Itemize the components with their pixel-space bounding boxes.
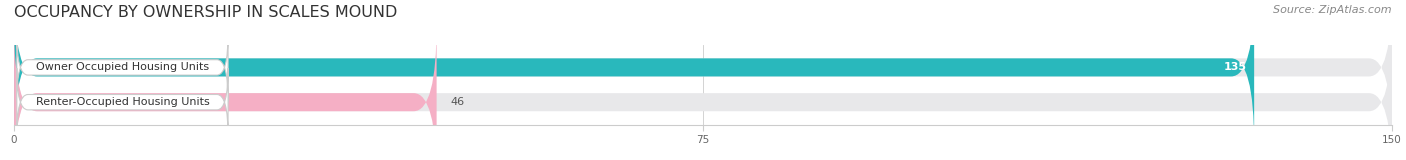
FancyBboxPatch shape xyxy=(17,33,228,101)
FancyBboxPatch shape xyxy=(17,68,228,136)
Text: 46: 46 xyxy=(450,97,464,107)
Text: Owner Occupied Housing Units: Owner Occupied Housing Units xyxy=(37,62,209,72)
FancyBboxPatch shape xyxy=(14,24,1392,160)
FancyBboxPatch shape xyxy=(14,24,437,160)
FancyBboxPatch shape xyxy=(14,0,1254,145)
Text: 135: 135 xyxy=(1223,62,1247,72)
Text: Source: ZipAtlas.com: Source: ZipAtlas.com xyxy=(1274,5,1392,15)
Text: Renter-Occupied Housing Units: Renter-Occupied Housing Units xyxy=(35,97,209,107)
FancyBboxPatch shape xyxy=(14,0,1392,145)
Text: OCCUPANCY BY OWNERSHIP IN SCALES MOUND: OCCUPANCY BY OWNERSHIP IN SCALES MOUND xyxy=(14,5,398,20)
